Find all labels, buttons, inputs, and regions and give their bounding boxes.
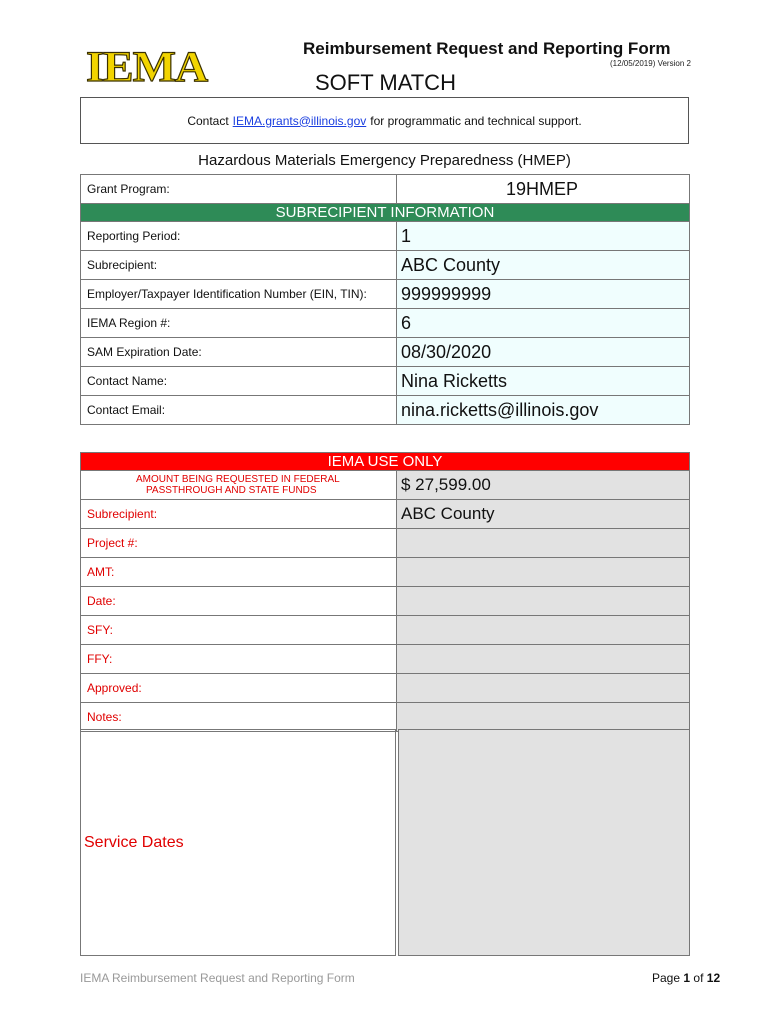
table-row: Notes: — [80, 702, 690, 732]
row-field[interactable]: ABC County — [396, 499, 690, 529]
row-label: Contact Email: — [80, 395, 397, 425]
table-row: AMT: — [80, 557, 690, 587]
row-field[interactable]: 08/30/2020 — [396, 337, 690, 367]
row-field[interactable]: ABC County — [396, 250, 690, 280]
table-row: SAM Expiration Date: 08/30/2020 — [80, 337, 690, 367]
page-total: 12 — [706, 971, 721, 985]
contact-prefix: Contact — [187, 113, 229, 128]
table-row: Contact Name: Nina Ricketts — [80, 366, 690, 396]
amount-label-line: AMOUNT BEING REQUESTED IN FEDERAL — [136, 474, 340, 485]
subrecipient-header: SUBRECIPIENT INFORMATION — [80, 203, 690, 222]
section-header-row: IEMA USE ONLY — [80, 452, 690, 471]
table-row: FFY: — [80, 644, 690, 674]
iema-use-header: IEMA USE ONLY — [80, 452, 690, 471]
table-row: Project #: — [80, 528, 690, 558]
row-field[interactable]: Nina Ricketts — [396, 366, 690, 396]
grant-program-field[interactable]: 19HMEP — [396, 174, 690, 204]
row-field[interactable]: 6 — [396, 308, 690, 338]
table-row: SFY: — [80, 615, 690, 645]
footer-title: IEMA Reimbursement Request and Reporting… — [80, 971, 355, 985]
row-label: Contact Name: — [80, 366, 397, 396]
table-row: Subrecipient: ABC County — [80, 499, 690, 529]
section-header-row: SUBRECIPIENT INFORMATION — [80, 203, 690, 222]
row-field[interactable] — [396, 557, 690, 587]
form-version: (12/05/2019) Version 2 — [610, 59, 691, 68]
row-field[interactable] — [396, 644, 690, 674]
contact-suffix: for programmatic and technical support. — [370, 113, 582, 128]
table-row: IEMA Region #: 6 — [80, 308, 690, 338]
row-field[interactable] — [396, 586, 690, 616]
row-label: Reporting Period: — [80, 221, 397, 251]
table-row: Approved: — [80, 673, 690, 703]
page-of: of — [693, 971, 704, 985]
service-dates-label: Service Dates — [80, 729, 396, 956]
row-label: FFY: — [80, 644, 397, 674]
row-label: SAM Expiration Date: — [80, 337, 397, 367]
grant-program-label: Grant Program: — [80, 174, 397, 204]
row-field[interactable] — [396, 702, 690, 732]
row-field[interactable]: nina.ricketts@illinois.gov — [396, 395, 690, 425]
page-prefix: Page — [652, 971, 681, 985]
subrecipient-table: Grant Program: 19HMEP SUBRECIPIENT INFOR… — [80, 174, 690, 425]
service-dates-field[interactable] — [398, 729, 690, 956]
amount-field[interactable]: $ 27,599.00 — [396, 470, 690, 500]
row-label: Date: — [80, 586, 397, 616]
table-row: Subrecipient: ABC County — [80, 250, 690, 280]
table-row: Employer/Taxpayer Identification Number … — [80, 279, 690, 309]
row-label: Subrecipient: — [80, 499, 397, 529]
table-row: Date: — [80, 586, 690, 616]
row-label: SFY: — [80, 615, 397, 645]
row-field[interactable] — [396, 615, 690, 645]
row-field[interactable] — [396, 528, 690, 558]
iema-logo: IEMA — [85, 42, 208, 92]
row-label: Notes: — [80, 702, 397, 732]
table-row: Reporting Period: 1 — [80, 221, 690, 251]
page-number: Page 1 of 12 — [652, 971, 720, 985]
table-row: AMOUNT BEING REQUESTED IN FEDERAL PASSTH… — [80, 470, 690, 500]
row-label: AMT: — [80, 557, 397, 587]
amount-label: AMOUNT BEING REQUESTED IN FEDERAL PASSTH… — [80, 470, 397, 500]
table-row: Contact Email: nina.ricketts@illinois.gov — [80, 395, 690, 425]
row-label: Approved: — [80, 673, 397, 703]
row-label: Employer/Taxpayer Identification Number … — [80, 279, 397, 309]
form-subtitle: SOFT MATCH — [315, 70, 456, 95]
contact-email-link[interactable]: IEMA.grants@illinois.gov — [232, 113, 367, 128]
contact-box: Contact IEMA.grants@illinois.gov for pro… — [80, 97, 689, 144]
service-dates-section: Service Dates — [80, 729, 690, 956]
page-current: 1 — [683, 971, 691, 985]
iema-use-table: IEMA USE ONLY AMOUNT BEING REQUESTED IN … — [80, 452, 690, 732]
row-field[interactable]: 999999999 — [396, 279, 690, 309]
row-field[interactable] — [396, 673, 690, 703]
amount-label-line: PASSTHROUGH AND STATE FUNDS — [146, 485, 317, 496]
program-title: Hazardous Materials Emergency Preparedne… — [198, 152, 571, 169]
row-label: Subrecipient: — [80, 250, 397, 280]
row-label: Project #: — [80, 528, 397, 558]
form-title: Reimbursement Request and Reporting Form — [303, 39, 671, 58]
row-label: IEMA Region #: — [80, 308, 397, 338]
table-row: Grant Program: 19HMEP — [80, 174, 690, 204]
row-field[interactable]: 1 — [396, 221, 690, 251]
